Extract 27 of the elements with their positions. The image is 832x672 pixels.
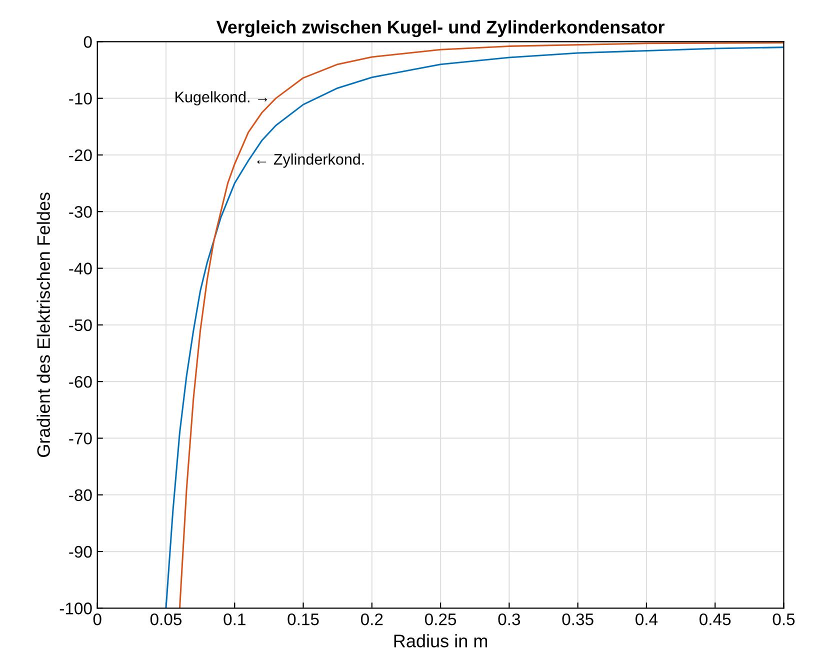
- annotation: ← Zylinderkond.: [257, 154, 364, 168]
- y-tick-label: -100: [60, 602, 92, 614]
- y-tick-label: -20: [69, 149, 92, 162]
- y-axis-title: Gradient des Elektrischen Feldes: [36, 192, 50, 457]
- y-tick-label: -10: [69, 92, 92, 105]
- x-tick-label: 0: [93, 613, 102, 626]
- y-tick-label: -40: [69, 262, 92, 274]
- x-tick-label: 0.5: [772, 613, 795, 626]
- y-tick-label: -60: [69, 376, 92, 388]
- chart-title: Vergleich zwischen Kugel- und Zylinderkondensator: [216, 20, 665, 38]
- x-tick-label: 0.1: [224, 613, 246, 626]
- annotation: Kugelkond. →: [176, 91, 268, 106]
- x-tick-label: 0.3: [498, 613, 520, 626]
- x-axis-title: Radius in m: [394, 634, 488, 648]
- x-tick-label: 0.4: [636, 613, 658, 626]
- x-tick-label: 0.05: [150, 613, 182, 626]
- y-tick-label: -70: [69, 432, 92, 444]
- y-tick-label: -30: [69, 206, 92, 218]
- y-tick-label: 0: [84, 36, 92, 48]
- x-tick-label: 0.15: [288, 613, 319, 626]
- y-tick-label: -90: [69, 546, 92, 558]
- y-tick-label: -50: [69, 319, 92, 332]
- y-tick-label: -80: [69, 489, 92, 502]
- x-tick-label: 0.2: [360, 613, 383, 626]
- x-tick-label: 0.35: [562, 613, 594, 626]
- x-tick-label: 0.25: [424, 613, 456, 626]
- x-tick-label: 0.45: [700, 613, 731, 626]
